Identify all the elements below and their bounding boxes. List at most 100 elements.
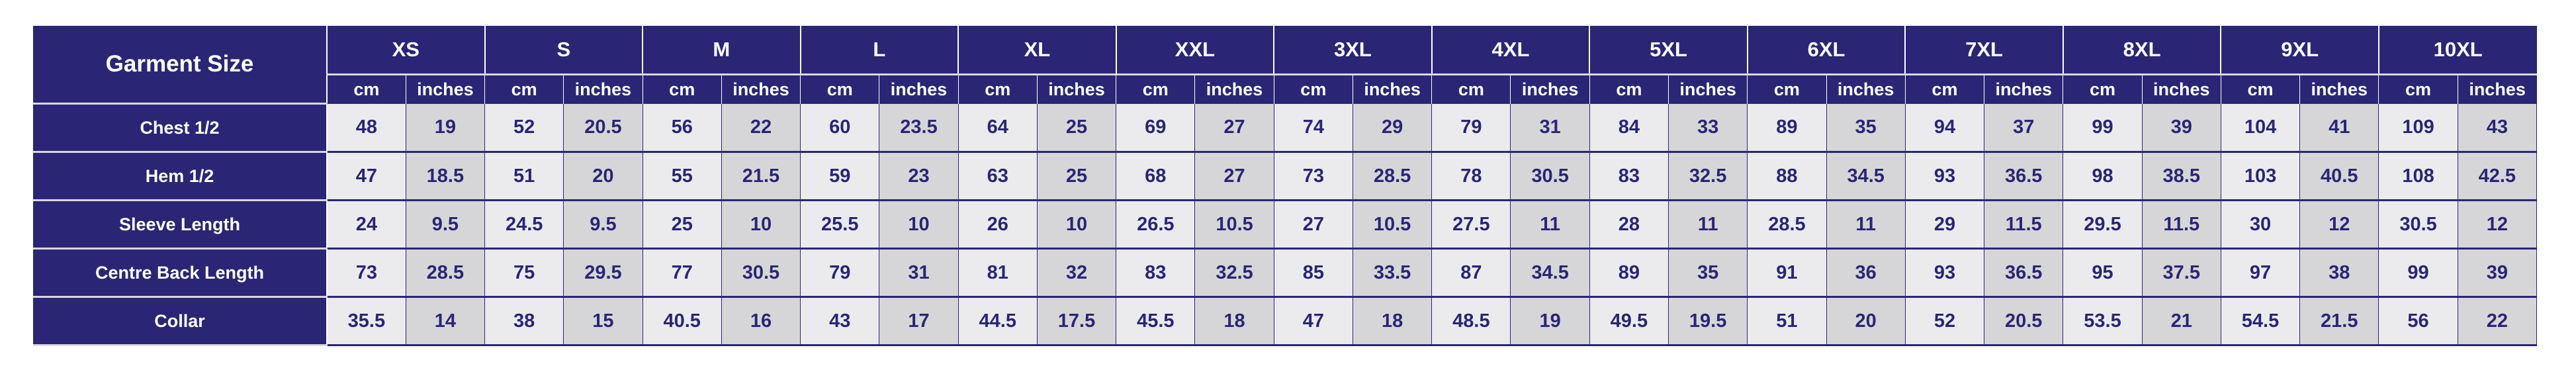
unit-header-inches: inches	[1352, 74, 1432, 104]
cell-cm: 78	[1431, 152, 1511, 201]
cell-cm: 79	[800, 248, 880, 298]
row-label: Hem 1/2	[33, 152, 328, 201]
unit-header-inches: inches	[563, 74, 643, 104]
cell-cm: 81	[957, 248, 1038, 298]
unit-header-cm: cm	[2378, 74, 2458, 104]
size-header-9xl: 9XL	[2220, 26, 2379, 75]
cell-inches: 36.5	[1984, 248, 2064, 298]
unit-header-inches: inches	[721, 74, 801, 104]
cell-inches: 19	[405, 103, 486, 153]
cell-cm: 56	[2378, 297, 2458, 346]
cell-inches: 33.5	[1352, 248, 1433, 298]
cell-cm: 45.5	[1116, 297, 1196, 346]
unit-header-cm: cm	[2220, 74, 2300, 104]
cell-inches: 32	[1036, 248, 1117, 298]
cell-cm: 83	[1589, 152, 1669, 201]
cell-inches: 22	[721, 103, 801, 153]
cell-inches: 34.5	[1826, 152, 1906, 201]
cell-cm: 89	[1589, 248, 1669, 298]
cell-inches: 31	[879, 248, 959, 298]
cell-cm: 52	[1904, 297, 1985, 346]
cell-cm: 48.5	[1431, 297, 1511, 346]
cell-cm: 99	[2063, 103, 2143, 153]
cell-cm: 108	[2378, 152, 2458, 201]
cell-cm: 28	[1589, 200, 1669, 250]
cell-inches: 20.5	[563, 103, 643, 153]
cell-inches: 33	[1668, 103, 1748, 153]
unit-header-cm: cm	[957, 74, 1038, 104]
cell-inches: 16	[721, 297, 801, 346]
cell-inches: 20.5	[1984, 297, 2064, 346]
cell-cm: 30.5	[2378, 200, 2458, 250]
cell-cm: 30	[2220, 200, 2301, 250]
cell-cm: 38	[484, 297, 564, 346]
cell-inches: 32.5	[1194, 248, 1274, 298]
cell-inches: 10.5	[1352, 200, 1433, 250]
cell-cm: 73	[1273, 152, 1353, 201]
table-row: Centre Back Length 73 28.5 75 29.5 77 30.5 79 31…	[33, 248, 2538, 298]
size-header-l: L	[799, 26, 959, 75]
unit-header-cm: cm	[1431, 74, 1511, 104]
cell-inches: 11	[1510, 200, 1590, 250]
cell-cm: 55	[642, 152, 722, 201]
cell-inches: 35	[1668, 248, 1748, 298]
cell-cm: 59	[800, 152, 880, 201]
cell-cm: 68	[1116, 152, 1196, 201]
unit-header-inches: inches	[1510, 74, 1590, 104]
cell-cm: 29	[1904, 200, 1985, 250]
cell-inches: 38	[2299, 248, 2379, 298]
cell-cm: 88	[1747, 152, 1827, 201]
cell-cm: 51	[484, 152, 564, 201]
cell-cm: 40.5	[642, 297, 722, 346]
size-header-row: Garment Size XS S M L XL XXL 3XL 4XL 5XL 6XL 7XL 8X…	[33, 26, 2537, 105]
table-row: Hem 1/2 47 18.5 51 20 55 21.5 59 23 63 25 68 27 73 28.…	[33, 152, 2538, 201]
unit-header-cm: cm	[326, 74, 406, 104]
cell-cm: 48	[326, 103, 406, 153]
cell-inches: 12	[2457, 200, 2538, 250]
size-header-6xl: 6XL	[1746, 26, 1906, 75]
cell-inches: 32.5	[1668, 152, 1748, 201]
unit-header-cm: cm	[2063, 74, 2143, 104]
row-label: Sleeve Length	[33, 200, 328, 250]
unit-header-cm: cm	[642, 74, 722, 104]
cell-inches: 23	[879, 152, 959, 201]
cell-inches: 40.5	[2299, 152, 2379, 201]
cell-inches: 11.5	[1984, 200, 2064, 250]
cell-cm: 91	[1747, 248, 1827, 298]
cell-inches: 31	[1510, 103, 1590, 153]
unit-header-cm: cm	[1273, 74, 1353, 104]
cell-inches: 17.5	[1036, 297, 1117, 346]
unit-header-cm: cm	[484, 74, 564, 104]
cell-inches: 38.5	[2141, 152, 2221, 201]
cell-inches: 25	[1036, 103, 1117, 153]
cell-inches: 25	[1036, 152, 1117, 201]
size-header-m: M	[642, 26, 801, 75]
cell-inches: 11.5	[2141, 200, 2221, 250]
unit-header-inches: inches	[1984, 74, 2063, 104]
cell-inches: 17	[879, 297, 959, 346]
cell-inches: 11	[1668, 200, 1748, 250]
cell-cm: 95	[2063, 248, 2143, 298]
cell-cm: 89	[1747, 103, 1827, 153]
cell-inches: 36.5	[1984, 152, 2064, 201]
unit-header-inches: inches	[1826, 74, 1906, 104]
cell-inches: 41	[2299, 103, 2379, 153]
cell-inches: 21.5	[2299, 297, 2379, 346]
size-header-3xl: 3XL	[1273, 26, 1432, 75]
cell-inches: 43	[2457, 103, 2538, 153]
size-header-8xl: 8XL	[2062, 26, 2221, 75]
cell-inches: 20	[563, 152, 643, 201]
unit-header-cm: cm	[1116, 74, 1195, 104]
unit-header-row: cm inches cm inches cm inches cm inches cm inches…	[33, 74, 2537, 104]
cell-cm: 77	[642, 248, 722, 298]
table-row: Chest 1/2 48 19 52 20.5 56 22 60 23.5 64 25 69 27 74 2…	[33, 103, 2538, 153]
cell-inches: 9.5	[405, 200, 486, 250]
cell-inches: 30.5	[721, 248, 801, 298]
cell-cm: 44.5	[957, 297, 1038, 346]
cell-inches: 39	[2141, 103, 2221, 153]
cell-inches: 36	[1826, 248, 1906, 298]
cell-cm: 104	[2220, 103, 2301, 153]
size-header-s: S	[484, 26, 643, 75]
cell-inches: 12	[2299, 200, 2379, 250]
cell-inches: 21	[2141, 297, 2221, 346]
